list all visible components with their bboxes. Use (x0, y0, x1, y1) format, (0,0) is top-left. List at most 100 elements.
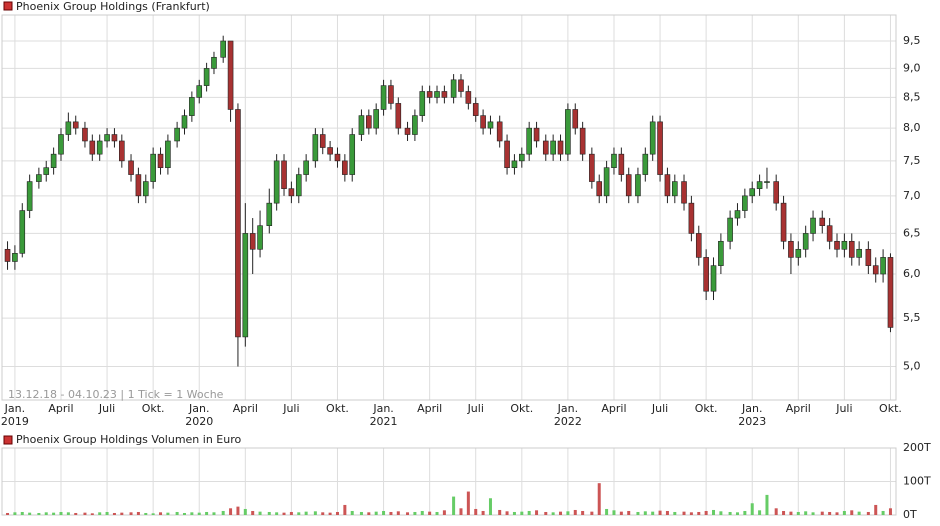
candle-body (625, 174, 632, 197)
candle-body (58, 134, 64, 155)
candle-body (220, 40, 226, 58)
candle-body (373, 109, 379, 129)
volume-bar (590, 511, 594, 515)
volume-bar (175, 511, 179, 515)
candle-body (841, 240, 848, 250)
volume-bar (359, 511, 363, 515)
candle-body (718, 240, 724, 266)
candle-body (727, 217, 733, 242)
candle-body (749, 188, 756, 197)
candle-body (388, 85, 394, 104)
volume-bar (105, 511, 109, 515)
candle-body (565, 109, 571, 155)
volume-bar (474, 508, 478, 515)
candle-body (611, 153, 617, 168)
volume-bar (267, 511, 271, 515)
candle-body (572, 109, 579, 129)
volume-bar (857, 511, 861, 515)
candle-body (649, 121, 656, 155)
volume-bar (120, 512, 124, 515)
candle-body (526, 127, 532, 155)
candle-body (327, 147, 333, 155)
candle-body (82, 127, 88, 142)
volume-bar (297, 512, 301, 515)
volume-bar (159, 512, 163, 515)
x-tick-label: April (786, 402, 811, 415)
volume-bar (98, 512, 102, 515)
y-tick-label: 6,0 (903, 267, 921, 280)
candle-body (235, 109, 241, 338)
volume-bar (712, 509, 716, 515)
volume-bar (682, 511, 686, 515)
volume-bar (304, 511, 308, 515)
x-tick-label: Juli (98, 402, 115, 415)
volume-bar (505, 511, 509, 515)
volume-bar (643, 511, 647, 515)
x-year-label: 2022 (554, 415, 582, 428)
volume-bar (389, 511, 393, 515)
y-tick-label: 7,5 (903, 154, 921, 167)
volume-title: Phoenix Group Holdings Volumen in Euro (16, 433, 242, 446)
volume-bar (665, 510, 669, 515)
candle-body (703, 257, 709, 292)
candle-body (603, 167, 610, 197)
volume-bar (374, 511, 378, 515)
candle-body (334, 153, 341, 162)
volume-bar (44, 512, 48, 515)
legend-swatch (3, 435, 13, 445)
candle-body (135, 174, 142, 197)
candle-body (542, 140, 549, 155)
x-tick-label: Jan. (372, 402, 393, 415)
volume-bar (535, 510, 539, 515)
volume-bar (166, 512, 170, 515)
y-tick-label: 200T (903, 441, 931, 454)
y-tick-label: 5,5 (903, 311, 921, 324)
candle-body (496, 121, 503, 142)
candle-body (856, 248, 862, 258)
volume-bar (750, 503, 754, 515)
y-tick-label: 100T (903, 475, 931, 488)
volume-bar (258, 511, 262, 515)
candle-body (880, 257, 886, 275)
candle-body (203, 68, 210, 86)
candle-body (119, 140, 125, 162)
x-tick-label: April (601, 402, 626, 415)
x-year-label: 2020 (185, 415, 213, 428)
x-tick-label: April (48, 402, 73, 415)
volume-bar (627, 510, 631, 515)
candle-body (657, 121, 663, 175)
volume-bar (59, 511, 63, 515)
x-tick-label: Okt. (142, 402, 165, 415)
volume-bar (243, 508, 247, 515)
x-tick-label: Okt. (326, 402, 349, 415)
volume-bar (435, 511, 439, 515)
candle-body (257, 225, 263, 250)
volume-bar (406, 512, 410, 515)
volume-bar (789, 511, 793, 515)
candle-body (458, 79, 464, 92)
candle-body (303, 160, 309, 175)
y-tick-label: 8,5 (903, 90, 921, 103)
candle-body (441, 91, 448, 98)
candle-body (764, 181, 770, 183)
candle-body (358, 115, 365, 135)
candle-body (189, 97, 195, 116)
volume-bar (452, 496, 456, 515)
candle-body (111, 134, 118, 142)
candle-body (312, 134, 319, 162)
volume-bar (37, 512, 41, 515)
volume-bar (888, 508, 892, 515)
volume-bar (874, 504, 878, 515)
x-year-label: 2023 (738, 415, 766, 428)
candle-body (395, 103, 402, 129)
volume-bar (765, 494, 769, 515)
volume-bar (420, 510, 424, 515)
volume-bar (551, 512, 555, 515)
candle-body (211, 56, 217, 69)
candle-body (249, 233, 256, 250)
volume-bar (597, 483, 601, 515)
volume-bar (212, 512, 216, 515)
candle-body (19, 210, 26, 254)
candle-body (773, 181, 779, 204)
volume-bar (335, 511, 339, 515)
